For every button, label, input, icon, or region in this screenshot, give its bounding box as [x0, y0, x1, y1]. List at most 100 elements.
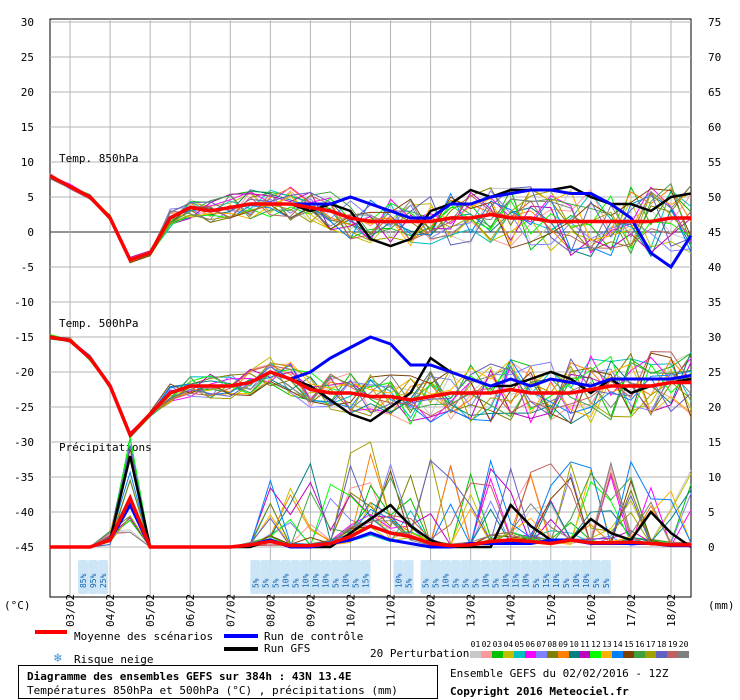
left-unit-label: (°C)	[4, 599, 31, 612]
snow-risk-badge	[440, 560, 451, 594]
y-tick-left: 15	[21, 121, 34, 134]
snow-risk-badge	[78, 560, 89, 594]
perturbation-number: 10	[569, 640, 579, 649]
snow-risk-badge	[580, 560, 591, 594]
perturbation-number: 03	[492, 640, 503, 649]
perturbation-swatch	[480, 651, 492, 658]
snow-risk-badge	[500, 560, 511, 594]
y-tick-left: 30	[21, 16, 34, 29]
perturbation-number: 13	[602, 640, 612, 649]
snow-risk-label: 10%	[311, 573, 320, 588]
snow-risk-label: 5%	[452, 578, 461, 588]
snow-risk-badge	[330, 560, 341, 594]
snow-risk-badge	[320, 560, 331, 594]
snow-risk-label: 10%	[482, 573, 491, 588]
snow-risk-badge	[260, 560, 271, 594]
series-line	[50, 493, 691, 549]
snow-risk-badge	[360, 560, 371, 594]
footer-subtitle: Températures 850hPa et 500hPa (°C) , pré…	[27, 684, 398, 697]
right-unit-label: (mm)	[708, 599, 735, 612]
perturbation-number: 09	[558, 640, 568, 649]
snow-risk-label: 10%	[442, 573, 451, 588]
legend-control-swatch	[224, 634, 258, 638]
y-tick-right: 35	[708, 296, 721, 309]
x-tick-date: 04/02	[104, 594, 117, 627]
y-tick-right: 50	[708, 191, 721, 204]
footer-copyright: Copyright 2016 Meteociel.fr	[450, 685, 629, 698]
perturbation-number: 08	[547, 640, 557, 649]
y-tick-right: 15	[708, 436, 721, 449]
legend-control-label: Run de contrôle	[264, 630, 364, 643]
perturbation-color-strip	[470, 651, 690, 658]
footer-title: Diagramme des ensembles GEFS sur 384h : …	[27, 670, 352, 683]
snow-risk-badge	[450, 560, 461, 594]
perturbation-number: 15	[624, 640, 634, 649]
y-tick-left: 10	[21, 156, 34, 169]
y-tick-right: 25	[708, 366, 721, 379]
snow-risk-badge	[403, 560, 414, 594]
snow-risk-badge	[510, 560, 521, 594]
perturbation-swatch	[502, 651, 514, 658]
snow-risk-label: 25%	[99, 573, 108, 588]
y-tick-left: -45	[14, 541, 34, 554]
y-tick-right: 40	[708, 261, 721, 274]
x-tick-date: 18/02	[665, 594, 678, 627]
snow-risk-label: 10%	[301, 573, 310, 588]
snow-risk-badge	[600, 560, 611, 594]
x-tick-date: 08/02	[264, 594, 277, 627]
y-tick-left: -40	[14, 506, 34, 519]
x-tick-date: 11/02	[385, 594, 398, 627]
footer-run: Ensemble GEFS du 02/02/2016 - 12Z	[450, 667, 669, 680]
snow-risk-label: 5%	[472, 578, 481, 588]
y-tick-left: -10	[14, 296, 34, 309]
perturbation-swatch	[634, 651, 646, 658]
perturbation-number: 07	[536, 640, 547, 649]
snow-risk-label: 10%	[281, 573, 290, 588]
perturbation-swatch	[557, 651, 569, 658]
panel-label-t500: Temp. 500hPa	[59, 317, 138, 330]
snow-risk-badge	[470, 560, 481, 594]
perturbation-swatch	[656, 651, 668, 658]
y-tick-right: 60	[708, 121, 721, 134]
perturbation-swatch	[601, 651, 613, 658]
snow-risk-badge	[393, 560, 404, 594]
legend-snow-label: Risque neige	[74, 653, 154, 666]
perturbation-number: 05	[514, 640, 525, 649]
snow-risk-badge	[480, 560, 491, 594]
snow-risk-badge	[300, 560, 311, 594]
snow-risk-badge	[290, 560, 301, 594]
snow-risk-label: 5%	[492, 578, 501, 588]
x-tick-date: 09/02	[304, 594, 317, 627]
snow-risk-label: 10%	[341, 573, 350, 588]
snow-risk-label: 10%	[582, 573, 591, 588]
snow-risk-label: 5%	[532, 578, 541, 588]
snow-risk-badge	[430, 560, 441, 594]
perturbation-swatch	[513, 651, 525, 658]
snow-risk-label: 10%	[321, 573, 330, 588]
snow-risk-label: 5%	[261, 578, 270, 588]
snow-risk-label: 15%	[512, 573, 521, 588]
y-tick-left: -20	[14, 366, 34, 379]
perturbation-line	[49, 178, 692, 264]
perturbation-number: 02	[481, 640, 492, 649]
snow-risk-badge	[520, 560, 531, 594]
snow-risk-label: 10%	[572, 573, 581, 588]
snow-risk-badge	[350, 560, 361, 594]
snow-risk-label: 15%	[542, 573, 551, 588]
snow-risk-label: 5%	[251, 578, 260, 588]
snowflake-icon: ❄	[54, 651, 62, 666]
y-tick-left: -30	[14, 436, 34, 449]
snow-risk-label: 10%	[395, 573, 404, 588]
snow-risk-label: 10%	[502, 573, 511, 588]
y-tick-right: 45	[708, 226, 721, 239]
snow-risk-label: 10%	[522, 573, 531, 588]
x-tick-date: 15/02	[545, 594, 558, 627]
legend-perturbations-label: 20 Perturbations	[370, 647, 476, 660]
perturbation-swatch	[612, 651, 624, 658]
y-tick-left: 20	[21, 86, 34, 99]
snow-risk-badge	[270, 560, 281, 594]
perturbation-swatch	[491, 651, 503, 658]
perturbation-number: 11	[580, 640, 590, 649]
perturbation-swatch	[678, 651, 690, 658]
perturbation-swatch	[667, 651, 679, 658]
